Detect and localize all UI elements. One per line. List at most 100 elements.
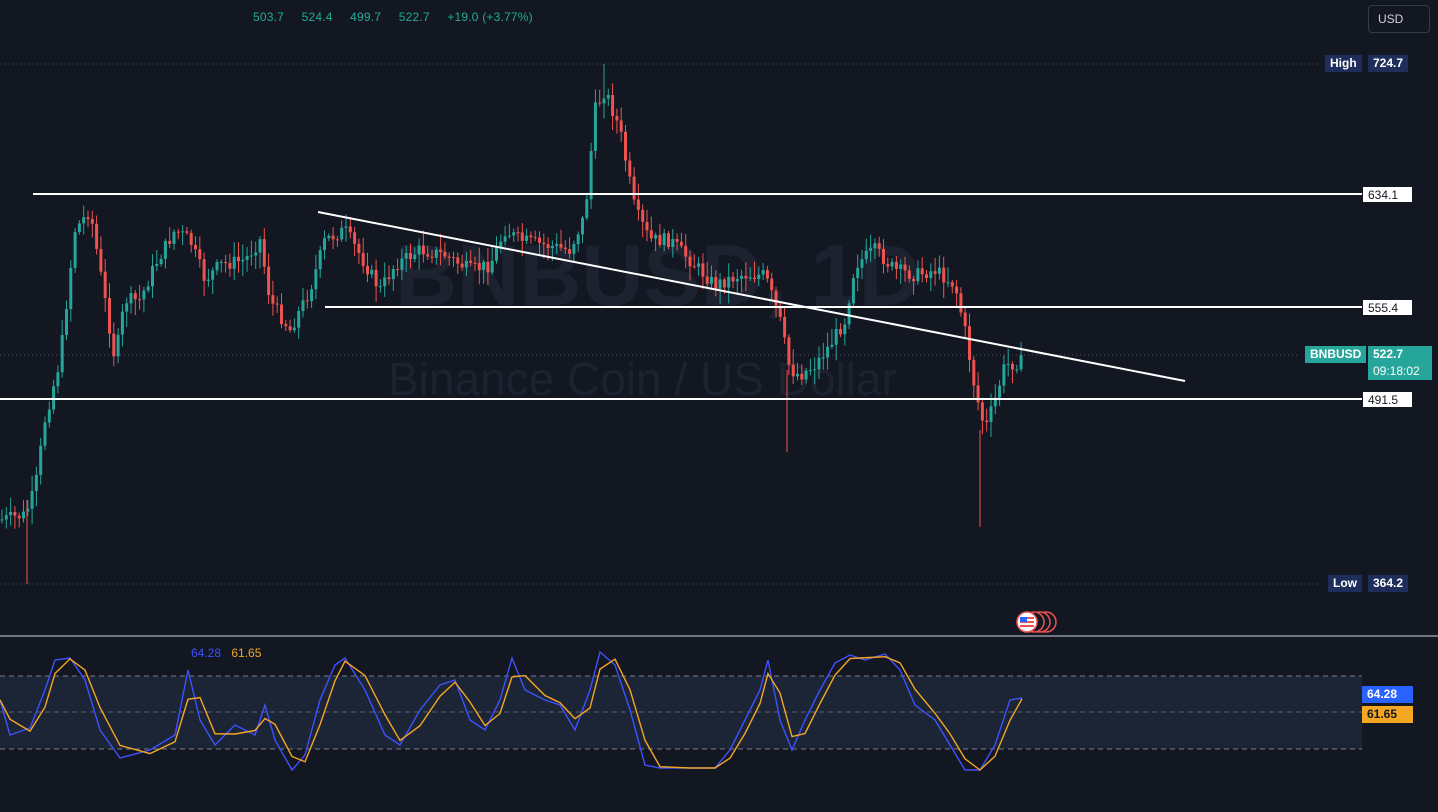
candle-body: [39, 445, 43, 475]
candle-body: [1006, 363, 1010, 365]
candle-body: [22, 511, 25, 519]
candle-body: [598, 102, 602, 104]
level-634-tag[interactable]: 634.1: [1362, 186, 1413, 203]
candle-body: [86, 217, 90, 220]
candle-body: [912, 278, 916, 282]
candle-body: [925, 274, 928, 279]
candle-body: [245, 256, 249, 260]
candle-body: [34, 474, 38, 491]
candle-body: [443, 251, 447, 257]
candle-body: [860, 259, 864, 268]
candle-body: [989, 406, 993, 422]
candle-body: [963, 312, 967, 327]
candle-body: [985, 420, 989, 422]
candle-body: [869, 248, 873, 251]
candle-body: [877, 243, 881, 249]
candle-body: [593, 102, 597, 151]
candle-body: [292, 327, 296, 331]
candle-body: [198, 249, 202, 260]
ohlc-change: +19.0 (+3.77%): [447, 10, 533, 24]
candle-body: [310, 289, 314, 302]
candle-body: [581, 217, 584, 235]
candle-body: [168, 240, 172, 244]
candle-body: [658, 234, 662, 246]
ohlc-legend: 503.7 524.4 499.7 522.7 +19.0 (+3.77%): [253, 10, 547, 24]
candle-body: [430, 256, 434, 258]
candle-body: [65, 309, 68, 336]
candle-body: [176, 231, 180, 233]
candle-body: [791, 364, 795, 377]
candle-body: [1002, 364, 1006, 386]
rsi-k-line: [0, 650, 1023, 772]
candle-body: [976, 385, 980, 403]
candle-body: [649, 230, 653, 239]
candle-body: [469, 260, 473, 263]
candle-body: [69, 267, 73, 310]
candle-body: [103, 271, 107, 298]
candle-body: [667, 233, 670, 247]
candle-body: [576, 234, 580, 245]
candle-body: [968, 326, 971, 360]
candle-body: [636, 199, 640, 210]
candle-body: [280, 304, 283, 325]
candle-body: [60, 335, 64, 373]
candle-body: [0, 519, 4, 521]
rsi-d-line: [0, 655, 1023, 771]
candle-body: [946, 282, 950, 284]
candle-body: [116, 334, 120, 357]
candle-body: [314, 269, 318, 290]
candle-body: [383, 277, 387, 287]
candle-body: [619, 120, 623, 132]
candle-body: [172, 231, 176, 244]
candle-body: [120, 311, 124, 335]
candle-body: [998, 385, 1002, 398]
countdown-tag: 09:18:02: [1368, 363, 1432, 380]
candle-body: [589, 150, 593, 200]
candle-body: [447, 256, 451, 258]
level-555-tag[interactable]: 555.4: [1362, 299, 1413, 316]
us-flag-icon[interactable]: [1016, 611, 1057, 633]
candle-body: [697, 263, 701, 267]
candle-body: [563, 247, 567, 250]
candle-body: [624, 131, 627, 161]
candle-body: [241, 259, 245, 262]
candle-body: [529, 235, 533, 238]
candle-body: [972, 359, 976, 386]
candle-body: [413, 254, 417, 260]
candle-body: [847, 303, 851, 325]
candle-body: [138, 299, 142, 301]
candle-body: [550, 245, 554, 249]
candle-body: [206, 279, 210, 281]
candle-body: [47, 409, 51, 423]
candle-body: [873, 243, 877, 249]
candle-body: [275, 303, 279, 305]
candle-body: [710, 276, 713, 284]
candle-body: [232, 256, 236, 269]
candle-body: [305, 300, 309, 302]
candle-body: [56, 372, 60, 387]
candle-body: [929, 271, 933, 279]
candle-body: [181, 231, 185, 233]
candle-body: [783, 316, 787, 338]
candle-body: [125, 303, 129, 312]
candle-body: [907, 270, 911, 279]
trend-line[interactable]: [317, 211, 1186, 382]
candle-body: [796, 373, 799, 377]
candle-body: [813, 369, 817, 371]
candle-body: [1011, 363, 1014, 370]
candle-body: [808, 369, 812, 371]
candle-body: [194, 244, 197, 250]
candle-body: [744, 275, 748, 279]
candle-body: [572, 244, 576, 254]
candle-body: [817, 357, 821, 370]
currency-button[interactable]: USD: [1368, 5, 1430, 33]
candle-body: [765, 270, 769, 279]
candle-body: [735, 278, 739, 282]
candle-body: [486, 261, 490, 273]
candle-body: [916, 268, 920, 282]
level-491-tag[interactable]: 491.5: [1362, 391, 1413, 408]
candle-body: [761, 270, 765, 275]
candle-body: [400, 258, 404, 270]
